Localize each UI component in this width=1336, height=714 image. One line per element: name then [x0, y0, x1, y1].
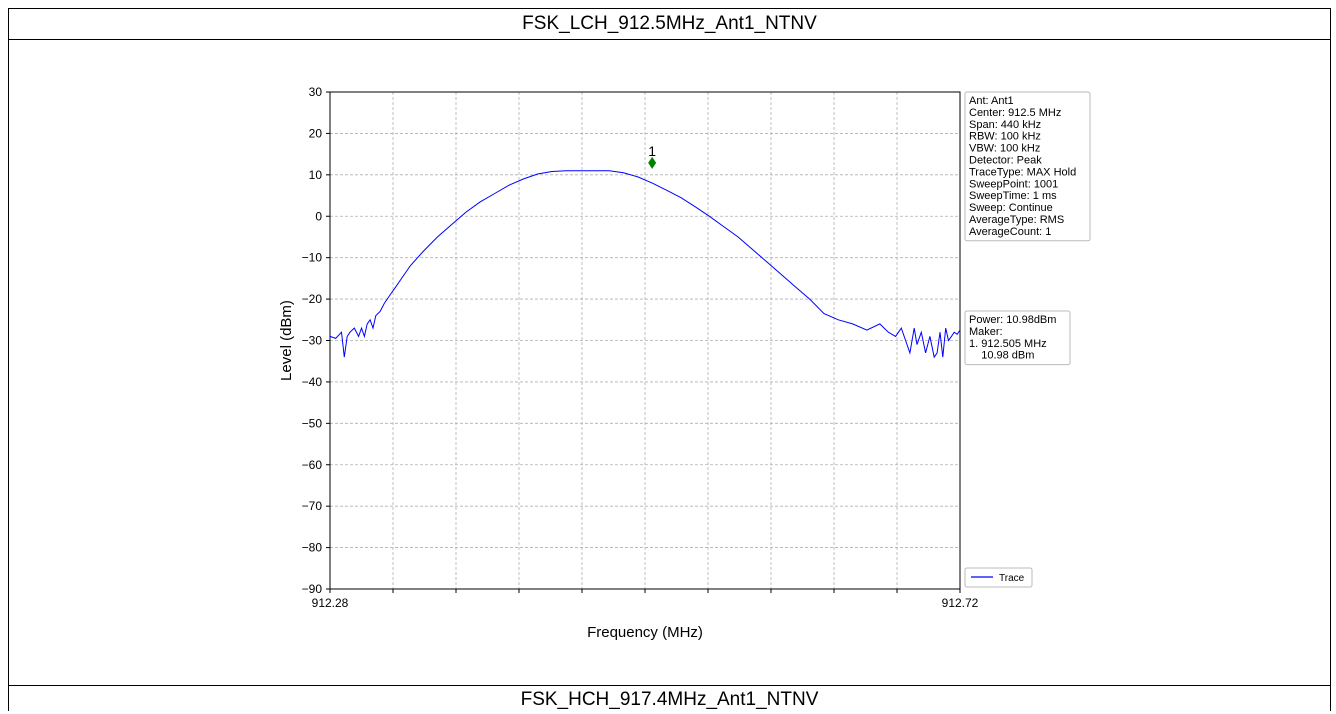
y-tick-label: 30: [309, 85, 323, 99]
y-tick-label: −90: [302, 582, 323, 596]
grid-layer: [330, 92, 960, 589]
x-axis-label: Frequency (MHz): [587, 624, 703, 641]
peak-marker: [648, 156, 657, 169]
power-box-line: 1. 912.505 MHz: [969, 338, 1047, 350]
info-box-line: AverageType: RMS: [969, 214, 1064, 226]
info-box-line: Detector: Peak: [969, 155, 1042, 167]
power-box-line: Maker:: [969, 326, 1003, 338]
power-box-line: 10.98 dBm: [969, 350, 1034, 362]
legend-frame: [964, 567, 1033, 588]
info-box-line: Center: 912.5 MHz: [969, 107, 1061, 119]
y-tick-label: −70: [302, 499, 323, 513]
y-tick-label: −80: [302, 541, 323, 555]
info-box-frame: [964, 91, 1091, 242]
chart-title-top: FSK_LCH_912.5MHz_Ant1_NTNV: [9, 9, 1330, 40]
trace-layer: [329, 170, 961, 359]
info-box-line: Sweep: Continue: [969, 202, 1053, 214]
y-tick-label: −30: [302, 334, 323, 348]
info-box-line: Ant: Ant1: [969, 95, 1014, 107]
y-tick-label: 0: [315, 209, 322, 223]
tick-layer: 912.28 912.72 30 20 10 0 −10 −20 −30 −40 −50 −60 −70…: [302, 85, 979, 610]
y-tick-label: −20: [302, 292, 323, 306]
info-box-line: Span: 440 kHz: [969, 119, 1041, 131]
peak-marker-label: 1: [648, 143, 656, 159]
chart-title-bottom: FSK_HCH_917.4MHz_Ant1_NTNV: [9, 685, 1330, 712]
info-box-line: TraceType: MAX Hold: [969, 166, 1076, 178]
legend: Trace: [964, 567, 1033, 588]
info-box-line: SweepTime: 1 ms: [969, 190, 1057, 202]
info-box-line: RBW: 100 kHz: [969, 131, 1041, 143]
info-box-line: AverageCount: 1: [969, 226, 1051, 238]
y-tick-label: −10: [302, 251, 323, 265]
power-box-line: Power: 10.98dBm: [969, 314, 1056, 326]
x-tick-label: 912.72: [942, 596, 979, 610]
y-tick-label: −50: [302, 416, 323, 430]
y-tick-label: 20: [309, 126, 323, 140]
info-box-line: VBW: 100 kHz: [969, 143, 1040, 155]
x-tick-label: 912.28: [312, 596, 349, 610]
power-box-frame: [964, 310, 1071, 366]
marker-layer: 1: [648, 143, 656, 169]
y-axis-label: Level (dBm): [278, 300, 295, 381]
y-tick-label: −40: [302, 375, 323, 389]
legend-label: Trace: [999, 573, 1025, 584]
report-table: FSK_LCH_912.5MHz_Ant1_NTNV FSK_HCH_917.4…: [8, 8, 1331, 711]
trace-line: [329, 170, 961, 359]
info-box-line: SweepPoint: 1001: [969, 178, 1058, 190]
y-tick-label: −60: [302, 458, 323, 472]
y-tick-label: 10: [309, 168, 323, 182]
